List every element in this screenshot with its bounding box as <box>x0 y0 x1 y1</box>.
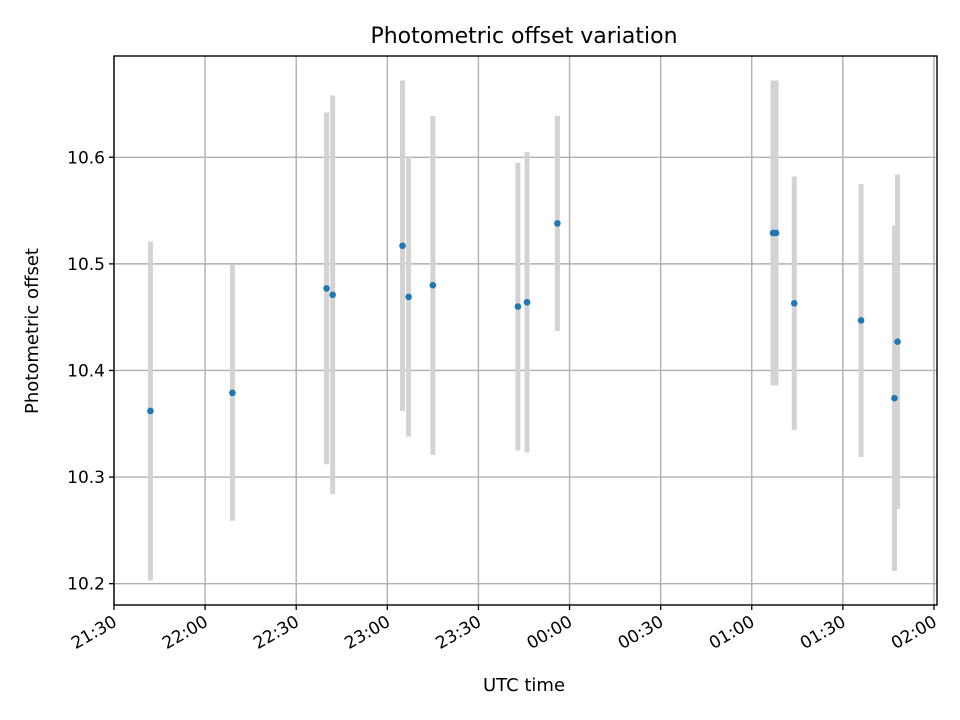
x-tick-label: 22:30 <box>250 612 302 654</box>
data-point <box>523 298 531 306</box>
data-point <box>894 338 901 345</box>
x-tick-label: 21:30 <box>68 612 120 654</box>
data-point <box>790 300 798 307</box>
x-tick-label: 02:00 <box>888 612 940 654</box>
y-tick-label: 10.2 <box>67 575 105 595</box>
y-tick-label: 10.6 <box>67 148 105 168</box>
x-tick-label: 00:00 <box>524 612 576 654</box>
data-point <box>857 317 865 324</box>
y-axis-label: Photometric offset <box>22 248 43 414</box>
data-point <box>891 394 898 402</box>
x-tick-label: 23:30 <box>432 612 484 654</box>
x-tick-label: 00:30 <box>615 612 667 654</box>
data-point <box>399 242 406 250</box>
x-tick-label: 22:00 <box>159 612 211 654</box>
x-tick-label: 23:00 <box>341 612 393 654</box>
data-point <box>514 303 522 310</box>
y-axis-ticks: 10.2 10.3 10.4 10.5 10.6 <box>67 148 114 595</box>
error-bars <box>147 80 901 581</box>
x-axis-ticks: 21:30 22:00 22:30 23:00 23:30 00:00 00:30 01:00… <box>68 605 940 654</box>
data-point <box>229 389 236 397</box>
chart-title: Photometric offset variation <box>370 24 677 49</box>
data-point <box>147 407 154 415</box>
data-points <box>147 220 901 415</box>
data-point <box>554 220 561 227</box>
data-point <box>429 281 437 289</box>
y-tick-label: 10.5 <box>67 255 105 275</box>
data-point <box>323 285 330 292</box>
data-point <box>405 293 412 301</box>
data-point <box>329 291 336 299</box>
plot-frame <box>113 55 938 606</box>
x-tick-label: 01:30 <box>797 612 849 654</box>
x-axis-label: UTC time <box>483 675 565 696</box>
data-point <box>772 229 780 237</box>
y-tick-label: 10.4 <box>67 361 105 381</box>
y-tick-label: 10.3 <box>67 468 105 488</box>
x-tick-label: 01:00 <box>706 612 758 654</box>
